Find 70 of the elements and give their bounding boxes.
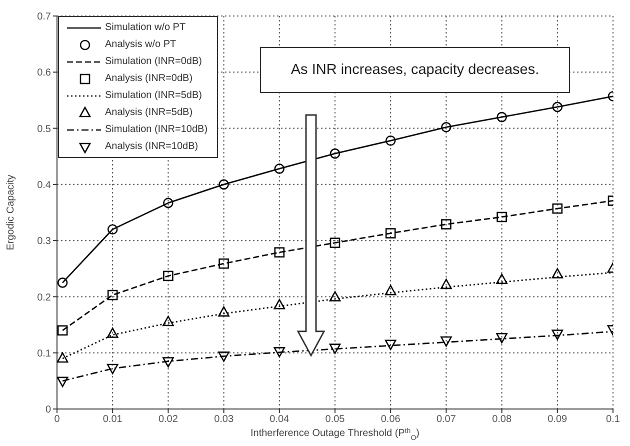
y-tick-label: 0 — [45, 404, 52, 416]
x-tick-label: 0.01 — [102, 414, 123, 426]
x-tick-label: 0.09 — [548, 414, 568, 426]
legend-label: Simulation (INR=5dB) — [105, 90, 202, 101]
point — [496, 274, 508, 284]
point — [57, 325, 68, 336]
point — [552, 102, 563, 112]
y-tick-label: 0.7 — [37, 12, 52, 23]
legend-label: Simulation w/o PT — [105, 22, 186, 33]
x-tick-label: 0.07 — [436, 414, 456, 426]
point — [218, 258, 229, 269]
y-tick-label: 0.1 — [37, 348, 52, 360]
note-box: As INR increases, capacity decreases. — [260, 47, 570, 93]
point — [218, 179, 229, 190]
point — [552, 330, 564, 340]
legend-label: Analysis (INR=5dB) — [105, 107, 193, 118]
point — [57, 376, 68, 388]
x-tick-label: 0.1 — [606, 414, 620, 426]
point — [57, 278, 68, 288]
point — [441, 219, 452, 230]
legend-label: Simulation (INR=10dB) — [105, 124, 208, 135]
x-tick-label: 0 — [54, 414, 60, 426]
point — [384, 340, 396, 350]
x-tick-label: 0.04 — [270, 414, 290, 426]
point — [329, 344, 341, 354]
x-axis-title: Intherference Outage Threshold (P$^{th}$$_{O}$) — [250, 426, 420, 442]
point — [496, 212, 507, 222]
x-tick-label: 0.02 — [158, 414, 178, 426]
point — [274, 347, 286, 358]
point — [385, 135, 396, 146]
legend-label: Analysis (INR=0dB) — [105, 73, 193, 84]
x-tick-label: 0.08 — [492, 414, 512, 426]
x-tick-label: 0.03 — [214, 414, 234, 426]
legend-label: Analysis (INR=10dB) — [105, 141, 198, 152]
point — [329, 291, 341, 302]
x-tick-label: 0.06 — [380, 414, 401, 426]
y-axis-title: Ergodic Capacity — [6, 174, 17, 250]
point — [274, 164, 285, 174]
y-tick-label: 0.2 — [37, 292, 52, 304]
point — [330, 148, 340, 159]
y-tick-label: 0.4 — [37, 180, 52, 191]
point — [496, 112, 507, 122]
point — [106, 328, 118, 338]
point — [218, 306, 230, 317]
point — [107, 290, 118, 300]
point — [274, 298, 286, 310]
point — [496, 332, 508, 344]
x-tick-label: 0.05 — [325, 414, 346, 426]
point — [440, 278, 452, 290]
y-tick-label: 0.6 — [37, 68, 52, 79]
point — [552, 268, 564, 278]
point — [163, 270, 174, 282]
point — [107, 224, 118, 234]
y-tick-label: 0.3 — [37, 236, 52, 248]
point — [274, 247, 285, 258]
point — [163, 198, 174, 208]
y-tick-label: 0.5 — [37, 124, 52, 135]
point — [552, 203, 563, 214]
point — [385, 228, 396, 238]
point — [384, 284, 396, 296]
point — [162, 357, 174, 368]
point — [440, 336, 452, 347]
point — [106, 364, 118, 374]
legend-label: Analysis w/o PT — [105, 39, 176, 50]
point — [441, 122, 452, 132]
point — [330, 238, 340, 248]
point — [57, 352, 68, 363]
point — [218, 352, 230, 362]
point — [162, 316, 174, 326]
legend-label: Simulation (INR=0dB) — [105, 56, 202, 67]
